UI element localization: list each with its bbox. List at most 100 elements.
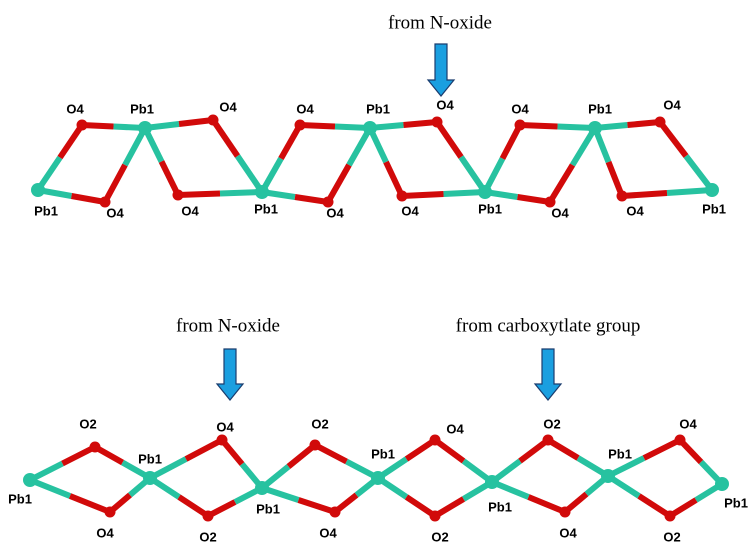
bond [105, 165, 125, 202]
arrow [535, 349, 561, 400]
bond [70, 496, 110, 512]
oxygen-atom [515, 120, 526, 131]
atom-label: O4 [511, 101, 529, 116]
atom-label: Pb1 [256, 501, 280, 516]
lead-atom [601, 469, 615, 483]
oxygen-atom [560, 507, 571, 518]
bond [328, 165, 349, 202]
bond [386, 162, 402, 196]
bond [178, 194, 220, 196]
oxygen-atom [310, 440, 321, 451]
oxygen-atom [90, 442, 101, 453]
arrow [428, 44, 454, 96]
oxygen-atom [655, 117, 666, 128]
oxygen-atom [430, 435, 441, 446]
bond [162, 162, 179, 196]
bond [529, 497, 566, 512]
atom-label: Pb1 [724, 495, 748, 510]
atom-label: Pb1 [588, 101, 612, 116]
atom-label: Pb1 [138, 451, 162, 466]
atom-label: O4 [559, 525, 577, 540]
atom-label: Pb1 [130, 101, 154, 116]
atom-label: Pb1 [371, 446, 395, 461]
oxygen-atom [432, 117, 443, 128]
lead-atom [715, 477, 729, 491]
arrow [217, 349, 243, 400]
oxygen-atom [77, 120, 88, 131]
lead-atom [371, 471, 385, 485]
lead-atom [255, 185, 269, 199]
oxygen-atom [665, 511, 676, 522]
atom-label: O4 [679, 416, 697, 431]
bond [639, 496, 670, 516]
annotation: from N-oxide [176, 315, 280, 336]
oxygen-atom [217, 435, 228, 446]
atom-label: O4 [66, 101, 84, 116]
atom-label: O4 [319, 525, 337, 540]
oxygen-atom [295, 120, 306, 131]
atom-label: Pb1 [34, 203, 58, 218]
lead-atom [255, 481, 269, 495]
atom-label: O4 [219, 99, 237, 114]
bond [550, 165, 573, 202]
atom-label: O2 [311, 416, 328, 431]
oxygen-atom [208, 115, 219, 126]
lead-atom [23, 473, 37, 487]
atom-label: O4 [106, 205, 124, 220]
bond [213, 120, 238, 156]
atom-label: O4 [663, 97, 681, 112]
atom-label: O4 [181, 203, 199, 218]
atom-label: O2 [663, 529, 680, 544]
atom-label: Pb1 [702, 201, 726, 216]
atom-label: Pb1 [8, 491, 32, 506]
bond [437, 122, 461, 157]
atom-label: O4 [551, 205, 569, 220]
lead-atom [705, 183, 719, 197]
oxygen-atom [430, 511, 441, 522]
atom-label: O4 [216, 419, 234, 434]
lead-atom [363, 121, 377, 135]
bond [660, 122, 686, 156]
bond [186, 440, 222, 459]
diagram: from N-oxide from N-oxide from carboxytl… [0, 0, 752, 545]
lead-atom [143, 471, 157, 485]
oxygen-atom [397, 191, 408, 202]
atom-label: Pb1 [254, 201, 278, 216]
bond [622, 193, 667, 196]
lead-atom [485, 475, 499, 489]
oxygen-atom [330, 507, 341, 518]
lead-atom [478, 185, 492, 199]
oxygen-atom [543, 435, 554, 446]
oxygen-atom [675, 435, 686, 446]
atom-label: O2 [543, 416, 560, 431]
atom-label: O4 [326, 205, 344, 220]
oxygen-atom [203, 511, 214, 522]
atom-label: O4 [401, 203, 419, 218]
atom-label: O4 [296, 101, 314, 116]
oxygen-atom [105, 507, 116, 518]
bond [644, 440, 680, 458]
annotation: from carboxytlate group [456, 315, 641, 336]
atom-label: Pb1 [478, 201, 502, 216]
atom-label: Pb1 [366, 101, 390, 116]
atom-label: O4 [436, 97, 454, 112]
atom-label: O4 [446, 421, 464, 436]
atom-label: O4 [626, 203, 644, 218]
annotation: from N-oxide [388, 12, 492, 33]
page: {"top_chain": {"annotation": "from N-oxi… [0, 0, 752, 545]
bond [402, 194, 444, 196]
bond [503, 125, 521, 159]
bond [299, 500, 336, 512]
atom-label: O4 [96, 525, 114, 540]
lead-atom [588, 121, 602, 135]
bond [520, 125, 558, 127]
bond [281, 125, 300, 159]
oxygen-atom [617, 191, 628, 202]
atom-label: Pb1 [608, 446, 632, 461]
lead-atom [138, 121, 152, 135]
lead-atom [31, 183, 45, 197]
atom-label: O2 [199, 529, 216, 544]
bond [60, 125, 82, 158]
atom-label: O2 [431, 529, 448, 544]
oxygen-atom [173, 190, 184, 201]
